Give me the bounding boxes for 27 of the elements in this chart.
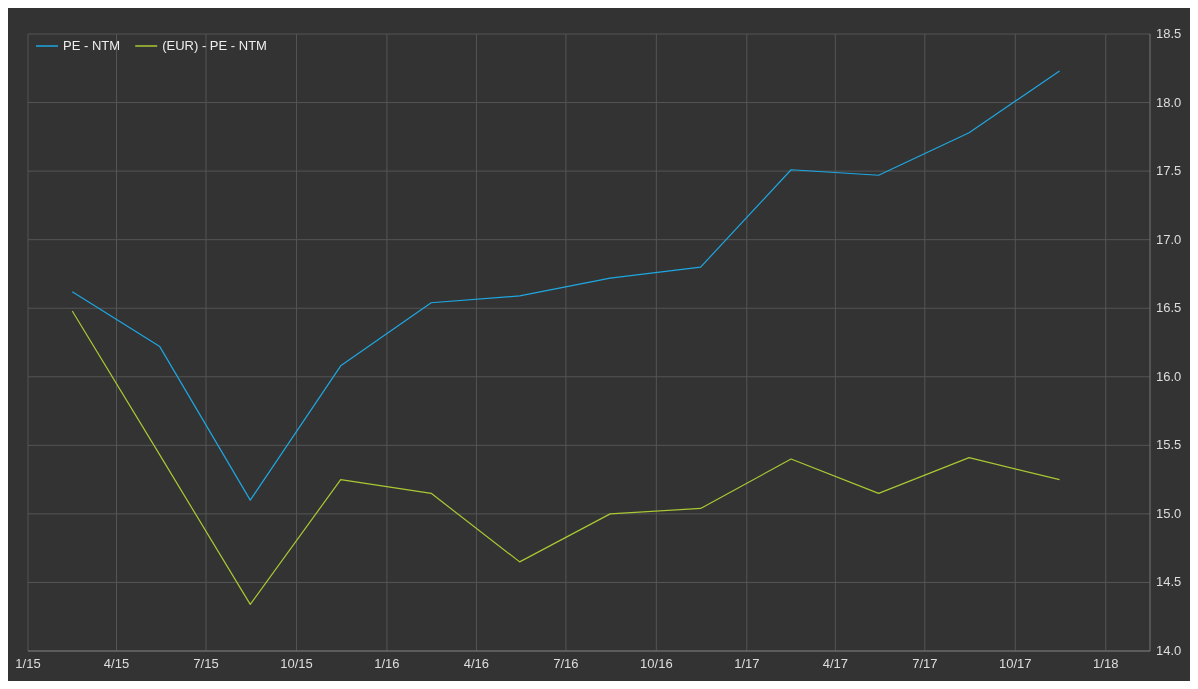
x-tick-label: 1/16 [374, 656, 400, 671]
x-tick-label: 7/17 [912, 656, 938, 671]
x-tick-label: 4/16 [463, 656, 490, 671]
y-tick-label: 14.5 [1156, 574, 1182, 590]
x-tick-label: 4/15 [103, 656, 130, 671]
y-tick-label: 17.5 [1156, 163, 1182, 179]
x-tick-label: 10/17 [999, 656, 1032, 671]
y-tick-label: 17.0 [1156, 231, 1182, 247]
y-tick-label: 15.5 [1156, 437, 1182, 453]
x-tick-label: 1/17 [734, 656, 760, 671]
line-series [71, 70, 1061, 501]
y-tick-label: 16.5 [1156, 300, 1182, 316]
y-tick-label: 18.5 [1156, 26, 1182, 41]
x-tick-label: 4/17 [822, 656, 848, 671]
x-tick-label: 1/15 [15, 656, 41, 671]
x-tick-label: 7/16 [553, 656, 579, 671]
y-tick-label: 15.0 [1156, 505, 1182, 521]
y-tick-label: 18.0 [1156, 94, 1182, 110]
x-tick-label: 10/15 [280, 656, 313, 671]
line-series [71, 310, 1061, 605]
x-tick-label: 7/15 [193, 656, 219, 671]
y-tick-label: 14.0 [1156, 643, 1182, 658]
x-tick-label: 1/18 [1093, 656, 1119, 671]
legend-label: PE - NTM [63, 38, 121, 53]
y-tick-label: 16.0 [1156, 368, 1182, 384]
legend-label: (EUR) - PE - NTM [162, 38, 267, 53]
x-tick-label: 10/16 [640, 656, 673, 671]
